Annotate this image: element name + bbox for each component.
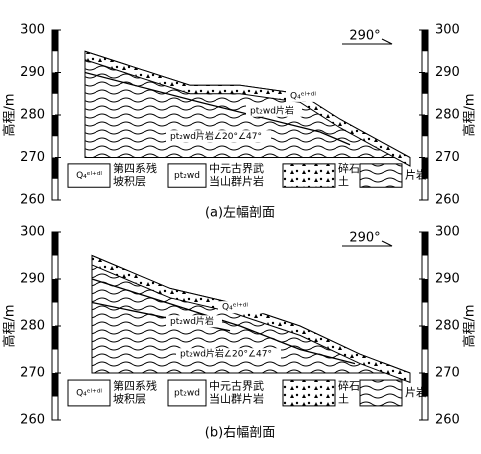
- axis-segment: [422, 157, 428, 179]
- direction-arrow: [342, 240, 393, 247]
- y-tick-label: 290: [20, 272, 45, 287]
- annotation-bg: [286, 89, 342, 102]
- y-axis-label: 高程/m: [2, 304, 18, 347]
- y-tick-label: 280: [20, 108, 45, 123]
- legend-label: 坡积层: [113, 392, 146, 405]
- y-axis-label: 高程/m: [2, 93, 18, 136]
- soil-layer: [84, 50, 411, 167]
- annotation-bg: [176, 348, 281, 361]
- axis-segment: [52, 232, 58, 256]
- legend-symbol: Q₄ᵉˡ⁺ᵈˡ: [76, 388, 102, 398]
- axis-segment: [52, 157, 58, 179]
- y-tick-label: 300: [435, 225, 460, 240]
- axis-segment: [52, 115, 58, 137]
- legend-label: 土: [338, 175, 349, 188]
- y-tick-label: 260: [435, 193, 460, 208]
- legend-symbol: Q₄ᵉˡ⁺ᵈˡ: [76, 171, 102, 181]
- caption: (b)右幅剖面: [205, 426, 275, 441]
- y-tick-label: 290: [435, 65, 460, 80]
- axis-segment: [52, 279, 58, 303]
- annotation: pt₂wd片岩∠20°∠47°: [180, 348, 272, 360]
- y-tick-label: 270: [435, 150, 460, 165]
- legend-box: [167, 379, 207, 407]
- annotation: Q₄ᵉˡ⁺ᵈˡ: [290, 91, 316, 101]
- legend-box: [359, 163, 403, 188]
- direction: 290°: [349, 231, 380, 246]
- axis-segment: [52, 30, 58, 52]
- legend-label: 片岩: [405, 385, 427, 399]
- legend-box: [67, 163, 111, 188]
- axis-segment: [422, 373, 428, 397]
- axis-segment: [422, 232, 428, 256]
- legend-box: [67, 379, 111, 407]
- legend-symbol: pt₂wd: [174, 388, 200, 398]
- boundary: [91, 278, 356, 365]
- axis-segment: [52, 373, 58, 397]
- y-tick-label: 270: [435, 366, 460, 381]
- legend-label: 当山群片岩: [209, 391, 264, 405]
- axis-segment: [422, 72, 428, 94]
- y-tick-label: 280: [435, 319, 460, 334]
- legend-box: [282, 163, 336, 188]
- legend-label: 当山群片岩: [209, 174, 264, 188]
- axis-segment: [422, 279, 428, 303]
- legend-label: 第四系残: [113, 378, 157, 392]
- y-tick-label: 290: [20, 65, 45, 80]
- y-tick-label: 270: [20, 150, 45, 165]
- y-tick-label: 260: [20, 413, 45, 428]
- legend-label: 碎石: [338, 161, 360, 175]
- y-tick-label: 300: [20, 225, 45, 240]
- annotation-bg: [166, 315, 222, 328]
- annotation-bg: [246, 104, 302, 117]
- caption: (a)左幅剖面: [205, 206, 275, 221]
- y-tick-label: 300: [435, 23, 460, 38]
- annotation-bg: [218, 301, 274, 314]
- y-tick-label: 280: [20, 319, 45, 334]
- y-tick-label: 260: [435, 413, 460, 428]
- axis-segment: [52, 72, 58, 94]
- legend-label: 中元古界武: [209, 162, 264, 175]
- axis-segment: [422, 115, 428, 137]
- annotation: pt₂wd片岩: [170, 315, 214, 327]
- legend-label: 坡积层: [113, 175, 146, 188]
- direction-arrow: [342, 38, 393, 45]
- y-tick-label: 280: [435, 108, 460, 123]
- legend-box: [167, 163, 207, 188]
- legend-label: 中元古界武: [209, 379, 264, 392]
- y-tick-label: 270: [20, 366, 45, 381]
- boundary: [84, 71, 351, 146]
- annotation: Q₄ᵉˡ⁺ᵈˡ: [222, 303, 248, 313]
- y-axis-label: 高程/m: [462, 304, 478, 347]
- annotation: pt₂wd片岩∠20°∠47°: [170, 130, 262, 142]
- axis-segment: [422, 326, 428, 350]
- legend-box: [282, 379, 336, 407]
- axis-segment: [52, 326, 58, 350]
- y-tick-label: 290: [435, 272, 460, 287]
- legend-label: 第四系残: [113, 161, 157, 175]
- legend-label: 碎石: [338, 378, 360, 392]
- legend-label: 片岩: [405, 168, 427, 182]
- direction: 290°: [349, 29, 380, 44]
- annotation-bg: [166, 130, 271, 143]
- annotation: pt₂wd片岩: [250, 104, 294, 116]
- y-tick-label: 260: [20, 193, 45, 208]
- legend-label: 土: [338, 392, 349, 405]
- y-tick-label: 300: [20, 23, 45, 38]
- y-axis-label: 高程/m: [462, 93, 478, 136]
- legend-symbol: pt₂wd: [174, 171, 200, 181]
- legend-box: [359, 379, 403, 407]
- axis-segment: [422, 30, 428, 52]
